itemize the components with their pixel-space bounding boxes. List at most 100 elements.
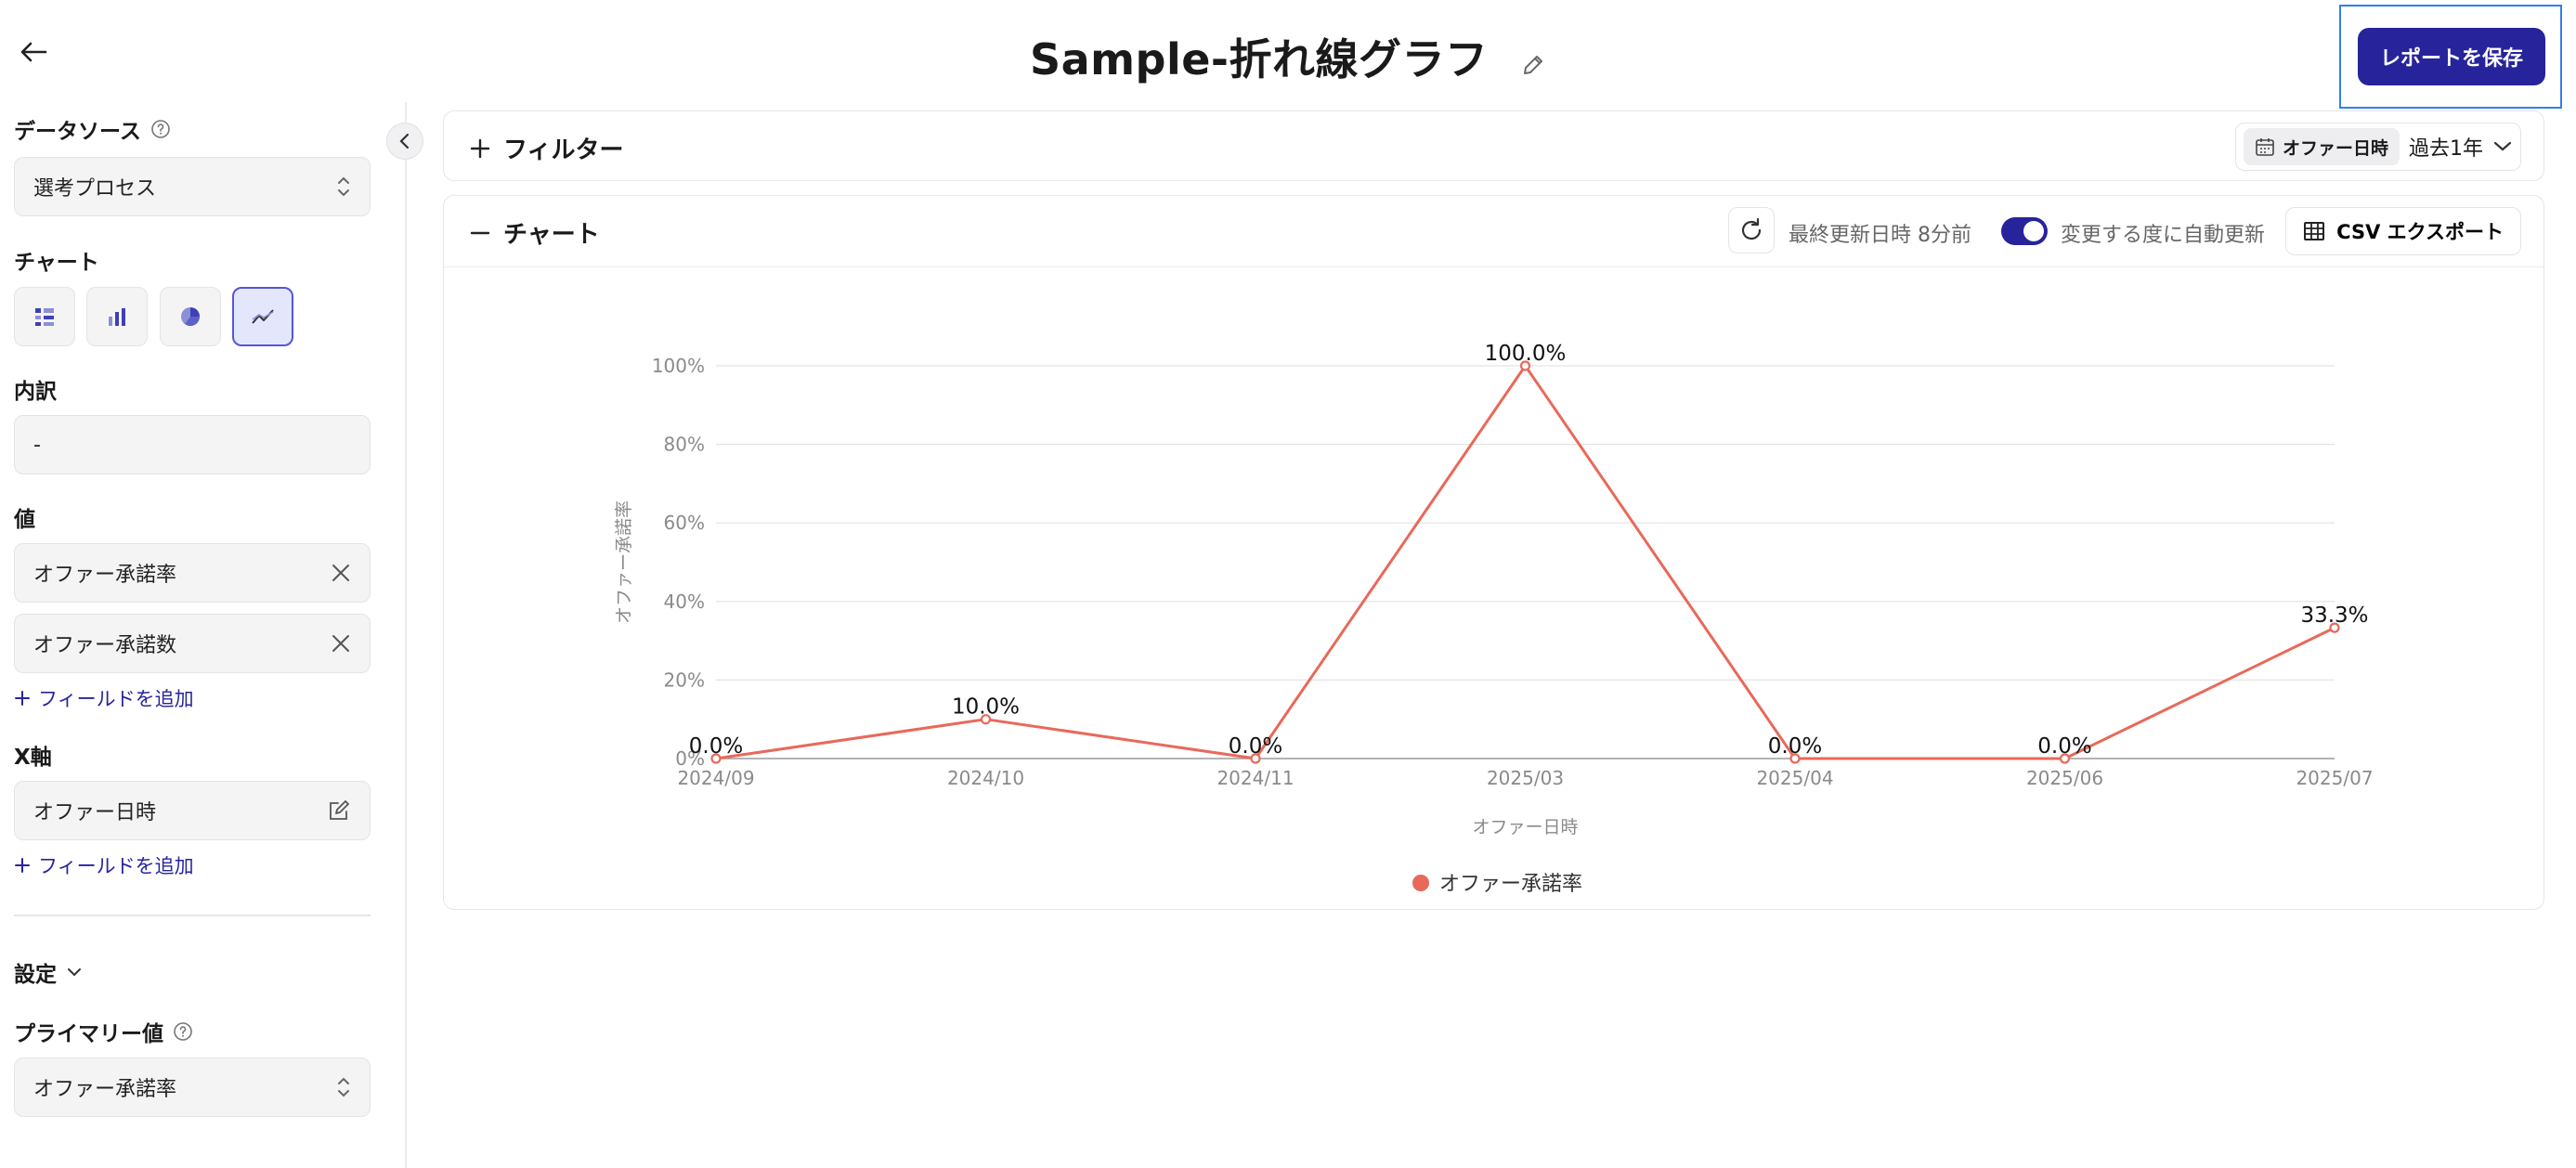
add-filter-button[interactable]: フィルター [470, 131, 623, 165]
data-point [980, 714, 992, 725]
chart-type-bar-button[interactable] [86, 287, 148, 346]
values-label-text: 値 [14, 508, 35, 532]
legend-marker [1412, 875, 1429, 891]
pencil-icon[interactable] [1520, 38, 1546, 88]
breakdown-select[interactable]: - [14, 415, 371, 474]
settings-toggle[interactable]: 設定 [14, 956, 83, 988]
x-axis-field[interactable]: オファー日時 [14, 781, 371, 840]
table-icon [2304, 222, 2325, 240]
chart-section-toggle[interactable]: チャート [470, 215, 600, 250]
legend-label: オファー承諾率 [1439, 873, 1582, 896]
value-field-name: オファー承諾率 [33, 564, 177, 587]
help-icon[interactable] [173, 1021, 193, 1042]
add-value-field-link[interactable]: フィールドを追加 [14, 684, 194, 712]
plus-icon [15, 691, 30, 706]
sidebar-section-divider [14, 915, 371, 916]
chart-panel: チャート 最終更新日時 8分前 変更する度に自動更新 CSV エクスポート 0%… [443, 195, 2544, 910]
settings-label-text: 設定 [14, 963, 57, 987]
x-axis-title: オファー日時 [1472, 817, 1578, 837]
value-field-name: オファー承諾数 [33, 634, 177, 657]
x-axis-value: オファー日時 [33, 801, 157, 824]
data-point [2329, 622, 2340, 633]
x-tick-label: 2025/06 [2026, 767, 2103, 789]
date-range-select[interactable]: オファー日時 過去1年 [2234, 123, 2521, 171]
primary-value-label-text: プライマリー値 [14, 1022, 163, 1046]
close-icon[interactable] [331, 563, 351, 583]
data-source-value: 選考プロセス [33, 177, 157, 201]
refresh-button[interactable] [1728, 207, 1775, 253]
close-icon[interactable] [331, 633, 351, 654]
collapse-sidebar-button[interactable] [386, 123, 423, 160]
breakdown-label: 内訳 [14, 373, 57, 405]
data-label: 0.0% [1768, 734, 1822, 759]
add-value-field-text: フィールドを追加 [38, 688, 194, 710]
value-field-item[interactable]: オファー承諾率 [14, 543, 371, 603]
last-updated-text: 最終更新日時 8分前 [1789, 224, 1971, 247]
x-axis-label: X軸 [14, 739, 52, 771]
page-title: Sample-折れ線グラフ [0, 26, 2576, 88]
primary-value-label: プライマリー値 [14, 1016, 193, 1047]
chevron-up-down-icon [338, 1077, 349, 1097]
plus-icon [470, 138, 490, 158]
chart-type-table-button[interactable] [14, 287, 75, 346]
date-field-text: オファー日時 [2282, 137, 2388, 159]
help-icon[interactable] [150, 119, 171, 139]
x-axis-label-text: X軸 [14, 746, 52, 770]
value-field-item[interactable]: オファー承諾数 [14, 614, 371, 673]
chevron-down-icon [68, 968, 81, 977]
date-field-chip[interactable]: オファー日時 [2243, 128, 2400, 165]
chart-label-text: チャート [14, 251, 99, 275]
csv-export-label: CSV エクスポート [2336, 221, 2504, 243]
add-x-axis-field-text: フィールドを追加 [38, 855, 194, 877]
date-range-text: 過去1年 [2409, 137, 2483, 161]
data-source-select[interactable]: 選考プロセス [14, 157, 371, 216]
chart-panel-label: チャート [503, 221, 600, 249]
line-chart: 0% 20% 40% 60% 80% 100% 2024/09 2024/10 2024/11 2… [614, 342, 2374, 896]
data-label: 0.0% [1229, 734, 1282, 759]
y-tick-label: 40% [664, 590, 705, 613]
primary-value-value: オファー承諾率 [33, 1078, 177, 1101]
refresh-icon [1741, 217, 1762, 240]
chart-header-divider [444, 266, 2543, 267]
data-point [1519, 360, 1531, 371]
values-label: 値 [14, 501, 35, 533]
page-title-text: Sample-折れ線グラフ [1029, 34, 1489, 84]
edit-icon[interactable] [327, 798, 351, 823]
x-tick-label: 2025/03 [1487, 767, 1564, 789]
y-tick-label: 100% [652, 355, 705, 377]
minus-icon [470, 231, 490, 234]
y-axis-title: オファー承諾率 [614, 500, 634, 624]
auto-update-toggle[interactable] [2001, 217, 2048, 245]
y-tick-label: 60% [664, 512, 705, 534]
x-tick-label: 2025/07 [2296, 767, 2373, 789]
primary-value-select[interactable]: オファー承諾率 [14, 1058, 371, 1117]
chart-type-line-button[interactable] [232, 287, 293, 346]
bar-chart-icon [109, 308, 125, 326]
y-tick-label: 20% [664, 668, 705, 691]
line-chart-icon [252, 309, 274, 324]
table-chart-icon [35, 308, 54, 326]
auto-update-label: 変更する度に自動更新 [2061, 224, 2266, 247]
save-report-button[interactable]: レポートを保存 [2358, 28, 2545, 85]
data-label: 0.0% [689, 734, 743, 759]
plus-icon [15, 858, 30, 873]
data-label: 33.3% [2300, 603, 2368, 628]
data-source-label: データソース [14, 113, 171, 145]
save-button-focus-ring [2339, 5, 2562, 109]
arrow-left-icon [20, 42, 47, 62]
back-button[interactable] [13, 33, 54, 71]
y-tick-label: 80% [664, 434, 705, 456]
chevron-up-down-icon [338, 176, 349, 197]
data-point [1789, 753, 1801, 764]
csv-export-button[interactable]: CSV エクスポート [2285, 207, 2521, 255]
data-point [2059, 753, 2071, 764]
filter-label: フィルター [503, 136, 624, 164]
data-point [1250, 753, 1261, 764]
chart-type-pie-button[interactable] [160, 287, 221, 346]
breakdown-value: - [33, 433, 41, 457]
data-point [710, 753, 722, 764]
data-label: 10.0% [952, 695, 1020, 720]
chevron-down-icon [2493, 141, 2512, 151]
calendar-icon [2256, 138, 2274, 156]
add-x-axis-field-link[interactable]: フィールドを追加 [14, 851, 194, 879]
